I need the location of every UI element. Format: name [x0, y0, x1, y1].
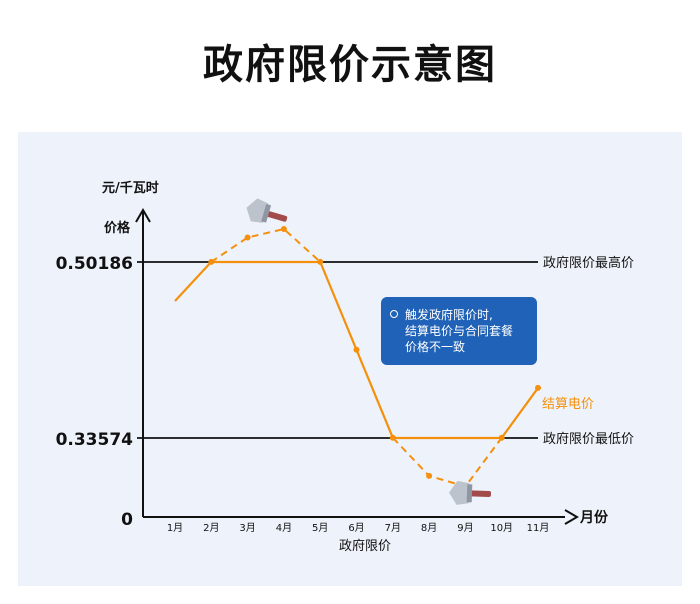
- x-tick-label: 3月: [239, 522, 255, 534]
- x-caption-label: 政府限价: [339, 539, 391, 554]
- price-point: [244, 234, 251, 241]
- x-tick-label: 10月: [490, 522, 513, 534]
- x-tick-label: 5月: [312, 522, 328, 534]
- price-point: [535, 384, 541, 391]
- y-unit-label: 元/千瓦时: [102, 180, 159, 196]
- price-point: [498, 434, 505, 441]
- x-tick-label: 7月: [385, 522, 401, 534]
- y-axis-arrow: [135, 208, 151, 223]
- y-axis-label: 价格: [104, 220, 131, 236]
- cap-high-name-label: 政府限价最高价: [543, 255, 634, 271]
- callout-line-3: 价格不一致: [405, 340, 466, 354]
- x-tick-label: 9月: [457, 522, 473, 534]
- callout-line-2: 结算电价与合同套餐: [405, 324, 514, 338]
- callout-box: 触发政府限价时, 结算电价与合同套餐 价格不一致: [381, 297, 537, 365]
- cap-low-value-label: 0.33574: [56, 430, 134, 450]
- x-tick-label: 2月: [203, 522, 219, 534]
- x-unit-label: 月份: [579, 509, 609, 526]
- price-point: [280, 226, 287, 233]
- y-zero-label: 0: [121, 510, 133, 530]
- price-point: [426, 472, 433, 479]
- x-axis-arrow: [564, 509, 579, 525]
- gavel-icon: [246, 198, 288, 223]
- cap-low-name-label: 政府限价最低价: [543, 432, 634, 447]
- price-point: [353, 346, 360, 353]
- x-tick-label: 11月: [527, 522, 550, 534]
- market-price-dashed-segment: [392, 437, 503, 488]
- series-name-label: 结算电价: [542, 397, 594, 412]
- gavel-icon: [449, 480, 492, 505]
- x-tick-label: 1月: [167, 522, 183, 534]
- x-tick-label: 4月: [276, 522, 292, 534]
- callout-line-1: 触发政府限价时,: [405, 308, 493, 322]
- x-tick-label: 6月: [348, 522, 364, 534]
- price-point: [389, 434, 396, 441]
- chart-panel: [18, 132, 682, 586]
- price-point: [208, 258, 215, 265]
- x-tick-label: 8月: [421, 522, 437, 534]
- market-price-dashed-segment: [210, 227, 322, 263]
- cap-high-value-label: 0.50186: [56, 254, 133, 274]
- page-title: 政府限价示意图: [203, 42, 497, 88]
- price-point: [317, 258, 324, 265]
- bullet-icon: [390, 310, 398, 318]
